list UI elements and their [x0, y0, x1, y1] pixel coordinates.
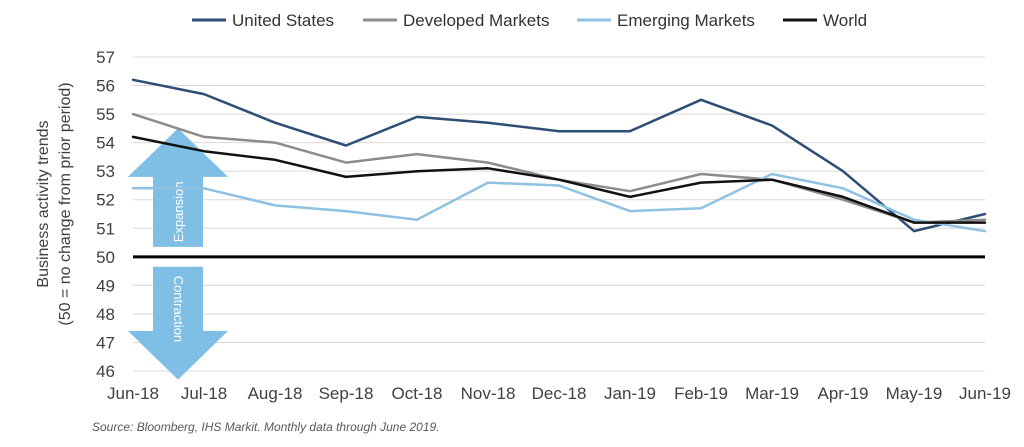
x-tick-label: Oct-18 [391, 384, 442, 403]
y-axis-ticks: 46 47 48 49 50 51 52 53 54 55 56 57 [96, 48, 115, 381]
x-tick-label: Jul-18 [181, 384, 227, 403]
y-tick-label: 52 [96, 191, 115, 210]
y-tick-label: 49 [96, 276, 115, 295]
x-tick-label: Jun-19 [959, 384, 1011, 403]
y-tick-label: 51 [96, 219, 115, 238]
y-tick-label: 50 [96, 248, 115, 267]
expansion-label: Expansion [171, 181, 186, 242]
x-tick-label: Nov-18 [461, 384, 516, 403]
y-axis-label-line2: (50 = no change from prior period) [57, 82, 74, 325]
y-tick-label: 56 [96, 77, 115, 96]
contraction-label: Contraction [171, 276, 186, 342]
x-tick-label: Mar-19 [745, 384, 799, 403]
y-axis-label-line1: Business activity trends [35, 120, 52, 287]
legend-label-united-states: United States [232, 11, 334, 30]
y-tick-label: 48 [96, 305, 115, 324]
y-tick-label: 46 [96, 362, 115, 381]
series-line-world [131, 135, 987, 224]
line-chart: 46 47 48 49 50 51 52 53 54 55 56 57 Jun-18 Jul-18 Aug… [35, 11, 1011, 403]
y-tick-label: 55 [96, 105, 115, 124]
legend-label-developed-markets: Developed Markets [403, 11, 549, 30]
x-tick-label: Feb-19 [674, 384, 728, 403]
y-tick-label: 47 [96, 333, 115, 352]
legend: United States Developed Markets Emerging M… [192, 11, 867, 30]
x-tick-label: Dec-18 [532, 384, 587, 403]
y-axis-label: Business activity trends (50 = no change … [35, 82, 74, 325]
legend-label-world: World [823, 11, 867, 30]
x-tick-label: Jan-19 [604, 384, 656, 403]
x-tick-label: Aug-18 [248, 384, 303, 403]
y-tick-label: 54 [96, 134, 115, 153]
series-line-united-states [131, 78, 987, 233]
x-axis-ticks: Jun-18 Jul-18 Aug-18 Sep-18 Oct-18 Nov-18 Dec-… [107, 384, 1011, 403]
source-note: Source: Bloomberg, IHS Markit. Monthly d… [92, 420, 440, 434]
expansion-contraction-arrows: Expansion Contraction [128, 128, 228, 380]
gridlines [133, 56, 985, 372]
contraction-arrow [128, 266, 228, 380]
series-lines [131, 78, 987, 233]
x-tick-label: Apr-19 [817, 384, 868, 403]
y-tick-label: 53 [96, 162, 115, 181]
series-line-emerging-markets [131, 172, 987, 233]
x-tick-label: Jun-18 [107, 384, 159, 403]
legend-label-emerging-markets: Emerging Markets [617, 11, 755, 30]
x-tick-label: Sep-18 [319, 384, 374, 403]
y-tick-label: 57 [96, 48, 115, 67]
x-tick-label: May-19 [886, 384, 943, 403]
